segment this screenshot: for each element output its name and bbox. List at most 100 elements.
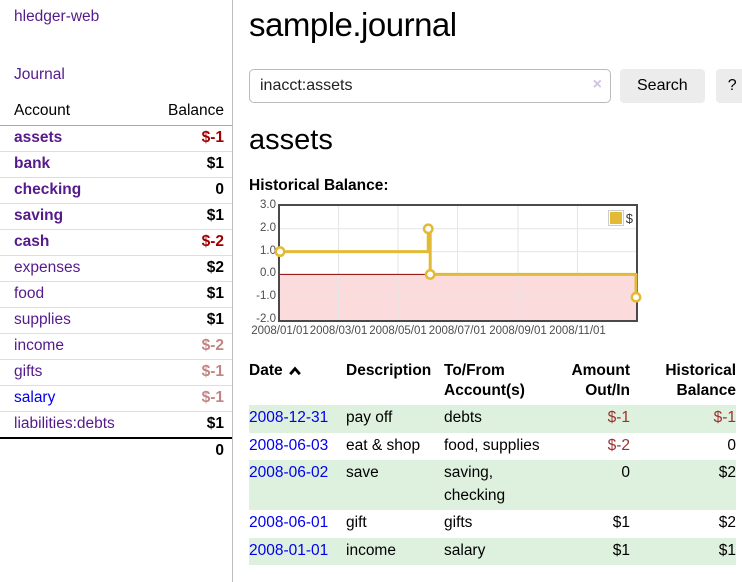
x-axis-tick-label: 2008/01/01 <box>251 325 309 337</box>
account-link-checking[interactable]: checking <box>14 181 82 198</box>
account-balance: $1 <box>141 281 232 308</box>
account-link-salary[interactable]: salary <box>14 389 56 406</box>
x-axis-tick-label: 2008/09/01 <box>489 325 547 337</box>
account-balance: $-1 <box>201 129 224 146</box>
search-button[interactable]: Search <box>620 69 705 103</box>
account-link-food[interactable]: food <box>14 285 45 302</box>
transaction-balance: $-1 <box>646 405 736 433</box>
column-header-description: Description <box>346 362 432 379</box>
account-row-cash: cash $-2 <box>0 229 232 256</box>
transaction-description: income <box>346 537 444 566</box>
transaction-description: gift <box>346 514 367 532</box>
sidebar-item-journal[interactable]: Journal <box>14 66 65 83</box>
accounts-total-value: 0 <box>141 437 232 464</box>
transaction-amount: $-2 <box>607 436 630 454</box>
chart-plot-area: $ <box>274 204 642 322</box>
account-balance: $1 <box>141 151 232 178</box>
transaction-description: pay off <box>346 405 444 433</box>
chart-y-axis-labels: 3.0 2.0 1.0 0.0 -1.0 -2.0 <box>249 199 276 325</box>
transaction-accounts: salary <box>444 537 566 566</box>
account-row-food: food $1 <box>0 281 232 308</box>
account-row-checking: checking 0 <box>0 177 232 204</box>
column-header-date[interactable]: Date <box>249 359 346 405</box>
account-row-assets: assets $-1 <box>0 126 232 152</box>
app-title-link[interactable]: hledger-web <box>14 8 100 25</box>
transaction-description: eat & shop <box>346 436 421 454</box>
account-balance: $-1 <box>141 359 232 386</box>
account-balance: $1 <box>141 203 232 230</box>
account-balance: $1 <box>141 307 232 334</box>
account-link-assets[interactable]: assets <box>14 129 63 146</box>
account-column-header: Account <box>0 98 142 126</box>
legend-swatch-box <box>607 210 624 226</box>
register-row: 2008-06-01 gift gifts $1 $2 <box>249 510 736 537</box>
legend-color-swatch <box>609 212 622 224</box>
account-row-supplies: supplies $1 <box>0 307 232 334</box>
register-header-row: Date Description To/From Account(s) Amoun… <box>249 359 736 405</box>
transaction-amount: $-1 <box>566 405 646 433</box>
transaction-date-link[interactable]: 2008-06-01 <box>249 514 329 532</box>
account-link-income[interactable]: income <box>14 337 64 354</box>
search-box: × <box>249 69 611 103</box>
account-link-supplies[interactable]: supplies <box>14 311 71 328</box>
transaction-balance: $2 <box>718 514 736 532</box>
transaction-accounts: debts <box>444 405 566 433</box>
transaction-date-link[interactable]: 2008-06-02 <box>249 464 329 482</box>
accounts-header-row: Account Balance <box>0 98 232 126</box>
account-balance: $-1 <box>141 385 232 412</box>
account-row-salary: salary $-1 <box>0 385 232 412</box>
y-axis-tick-label: 1.0 <box>260 244 276 257</box>
account-row-gifts: gifts $-1 <box>0 359 232 386</box>
register-table: Date Description To/From Account(s) Amoun… <box>249 359 736 566</box>
account-link-cash[interactable]: cash <box>14 233 50 250</box>
column-header-accounts: To/From Account(s) <box>444 362 525 400</box>
transaction-amount: 0 <box>566 460 646 511</box>
register-row: 2008-06-02 save saving, checking 0 $2 <box>249 460 736 511</box>
account-balance: 0 <box>141 177 232 204</box>
account-row-liabilities-debts: liabilities:debts $1 <box>0 411 232 438</box>
transaction-date-link[interactable]: 2008-12-31 <box>249 409 329 427</box>
legend-series-label: $ <box>625 210 633 226</box>
account-row-expenses: expenses $2 <box>0 255 232 282</box>
page-title: sample.journal <box>249 6 457 43</box>
y-axis-tick-label: 0.0 <box>260 267 276 280</box>
transaction-accounts: gifts <box>444 514 473 532</box>
account-link-bank[interactable]: bank <box>14 155 51 172</box>
x-axis-tick-label: 2008/11/01 <box>549 325 606 337</box>
transaction-amount: $1 <box>566 537 646 566</box>
account-heading: assets <box>249 124 333 156</box>
transaction-accounts: food, supplies <box>444 436 540 454</box>
accounts-table: Account Balance assets $-1 bank $1 check… <box>0 98 232 464</box>
account-link-gifts[interactable]: gifts <box>14 363 43 380</box>
transaction-balance: 0 <box>727 436 736 454</box>
search-input[interactable] <box>249 69 611 103</box>
sidebar: hledger-web Journal Account Balance asse… <box>0 0 233 582</box>
chart-title: Historical Balance: <box>249 177 389 194</box>
account-balance: $-2 <box>141 229 232 256</box>
y-axis-tick-label: -2.0 <box>256 313 276 325</box>
historical-balance-chart: 3.0 2.0 1.0 0.0 -1.0 -2.0 $ 2008/01/01 2008/03… <box>249 199 742 342</box>
transaction-date-link[interactable]: 2008-01-01 <box>249 541 329 559</box>
help-button[interactable]: ? <box>715 69 742 103</box>
account-row-saving: saving $1 <box>0 203 232 230</box>
search-form: × Search ? <box>249 69 742 103</box>
account-balance: $1 <box>141 411 232 438</box>
account-link-liabilities-debts[interactable]: liabilities:debts <box>14 415 115 432</box>
register-row: 2008-12-31 pay off debts $-1 $-1 <box>249 405 736 433</box>
transaction-balance: $1 <box>646 537 736 566</box>
clear-search-icon[interactable]: × <box>592 76 602 93</box>
accounts-total-row: 0 <box>0 437 232 464</box>
account-link-expenses[interactable]: expenses <box>14 259 81 276</box>
chart-legend: $ <box>607 210 633 226</box>
account-balance: $-2 <box>141 333 232 360</box>
x-axis-tick-label: 2008/07/01 <box>428 325 487 337</box>
main-content: sample.journal × Search ? assets Histori… <box>233 0 742 582</box>
account-balance: $2 <box>141 255 232 282</box>
chart-x-axis-labels: 2008/01/01 2008/03/01 2008/05/01 2008/07/01… <box>249 325 742 340</box>
transaction-date-link[interactable]: 2008-06-03 <box>249 436 329 454</box>
y-axis-tick-label: -1.0 <box>256 290 276 303</box>
account-link-saving[interactable]: saving <box>14 207 64 224</box>
column-header-amount: Amount Out/In <box>571 362 630 400</box>
y-axis-tick-label: 2.0 <box>260 221 276 234</box>
